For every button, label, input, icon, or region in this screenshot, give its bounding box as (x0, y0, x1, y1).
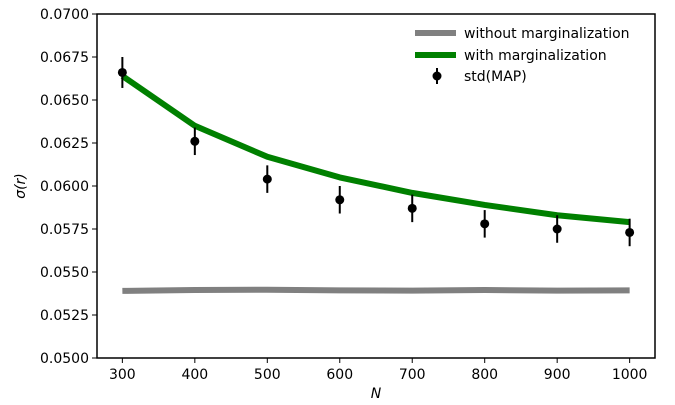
x-tick-label: 400 (181, 367, 208, 383)
legend-label-with-marginalization: with marginalization (464, 48, 607, 64)
data-point (335, 195, 345, 205)
data-point (262, 174, 272, 184)
series-line-with-marginalization (120, 73, 630, 226)
y-tick-label: 0.0550 (40, 265, 89, 281)
plot-area (117, 57, 635, 294)
y-tick-label: 0.0525 (40, 308, 89, 324)
data-point (480, 219, 490, 229)
y-tick-label: 0.0600 (40, 179, 89, 195)
x-tick-label: 600 (326, 367, 353, 383)
data-point (552, 224, 562, 234)
data-point (625, 227, 635, 237)
x-tick-label: 900 (544, 367, 571, 383)
legend: without marginalization with marginaliza… (415, 26, 630, 85)
y-tick-label: 0.0700 (40, 7, 89, 23)
x-axis-label: N (371, 386, 382, 402)
y-tick-label: 0.0625 (40, 136, 89, 152)
x-tick-label: 700 (399, 367, 426, 383)
data-point (117, 67, 127, 77)
legend-label-std-map: std(MAP) (464, 69, 527, 85)
y-axis-label: σ(r) (13, 173, 29, 199)
x-tick-label: 300 (109, 367, 136, 383)
series-line-without-marginalization (122, 286, 630, 294)
y-tick-label: 0.0575 (40, 222, 89, 238)
x-tick-label: 1000 (612, 367, 648, 383)
data-point (407, 203, 417, 213)
legend-label-without-marginalization: without marginalization (464, 26, 630, 42)
y-tick-label: 0.0500 (40, 351, 89, 367)
y-tick-label: 0.0650 (40, 93, 89, 109)
y-tick-label: 0.0675 (40, 50, 89, 66)
data-point (190, 136, 200, 146)
legend-swatch-std-map-marker (432, 71, 442, 81)
x-tick-label: 500 (254, 367, 281, 383)
x-tick-label: 800 (471, 367, 498, 383)
axes-ticks: 300 400 500 600 700 800 900 1000 0.0500 0.0525 0.0… (40, 7, 647, 383)
